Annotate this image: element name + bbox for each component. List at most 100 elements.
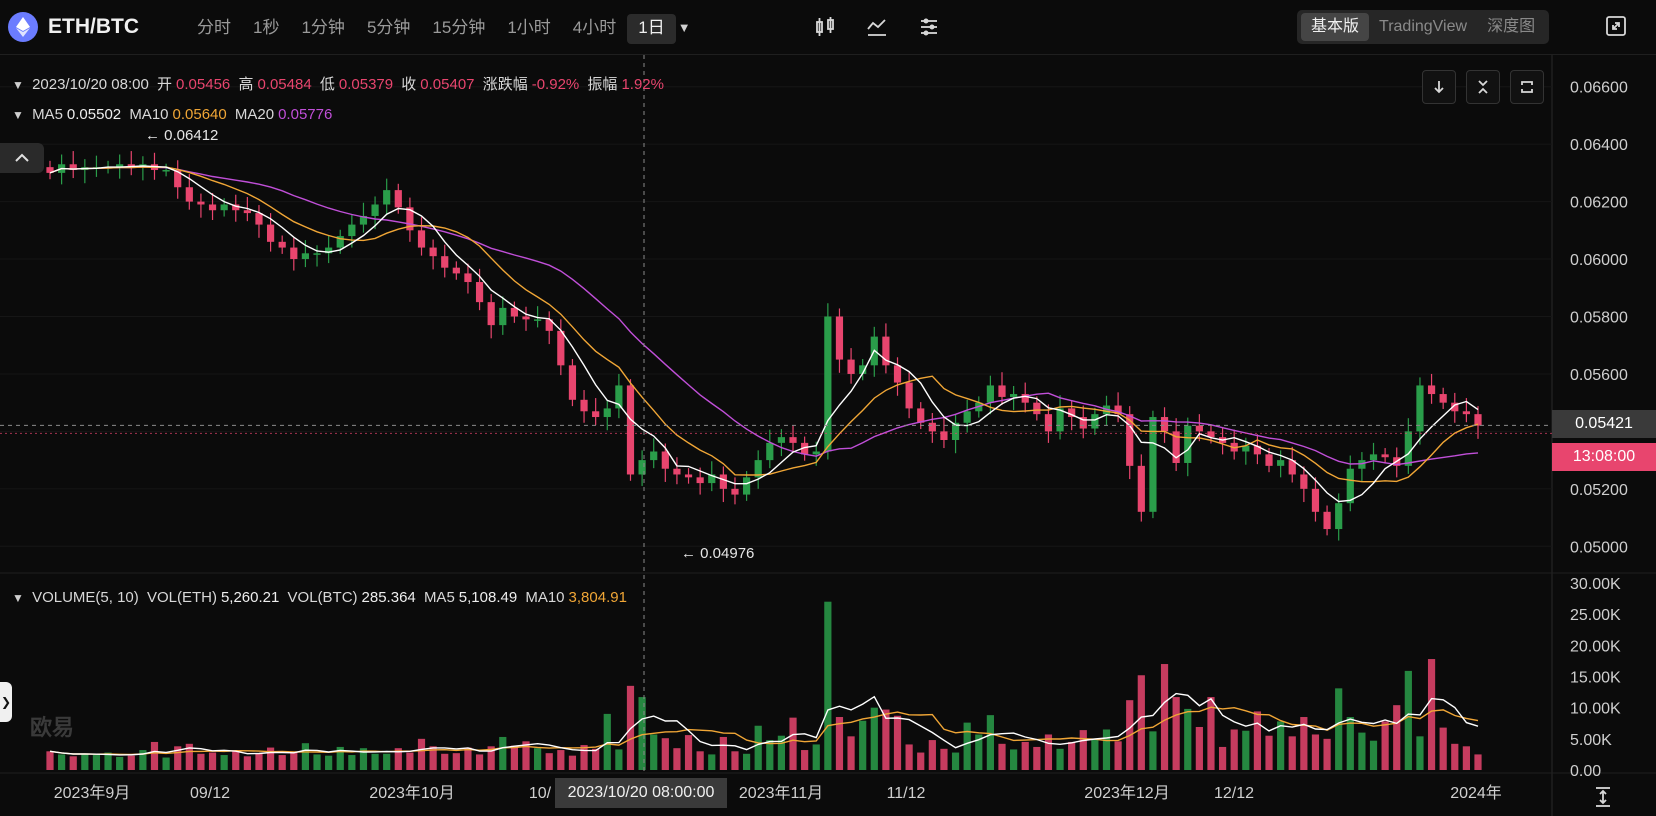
ma10-label: MA10: [129, 106, 169, 123]
candle-body: [801, 442, 809, 455]
interval-tab-5m[interactable]: 5分钟: [366, 18, 411, 37]
volume-bar: [1439, 727, 1447, 770]
interval-tab-1h[interactable]: 1小时: [507, 18, 551, 37]
collapse-ma-icon[interactable]: ▼: [12, 108, 24, 122]
volume-bar: [255, 753, 263, 770]
view-tab-basic[interactable]: 基本版: [1301, 13, 1370, 41]
candle-body: [580, 399, 588, 412]
pair-name[interactable]: ETH/BTC: [48, 15, 139, 38]
collapse-legend-icon[interactable]: ▼: [12, 78, 24, 92]
collapse-arrows-icon[interactable]: [1466, 70, 1500, 104]
reset-view-icon[interactable]: [1510, 70, 1544, 104]
ma5-value: 0.05502: [66, 106, 122, 123]
resize-vertical-icon[interactable]: [1591, 785, 1615, 809]
interval-tab-1s[interactable]: 1秒: [253, 18, 280, 37]
volume-tick-label: 0.00: [1570, 763, 1601, 780]
view-tab-tradingview[interactable]: TradingView: [1379, 18, 1468, 35]
candle-body: [1044, 414, 1053, 432]
candle-body: [406, 207, 414, 231]
vol-ma10-value: 3,804.91: [568, 589, 627, 606]
price-tick-label: 0.06600: [1570, 80, 1628, 97]
volume-tick-label: 25.00K: [1570, 607, 1621, 624]
volume-bar: [290, 751, 298, 770]
candle-body: [522, 316, 530, 320]
volume-bar: [615, 749, 623, 770]
volume-bar: [673, 748, 681, 770]
candle-body: [684, 474, 693, 478]
candle-body: [1172, 431, 1180, 463]
volume-bar: [1462, 746, 1470, 770]
watermark: 欧易: [30, 715, 74, 740]
candle-body: [394, 190, 402, 208]
interval-tab-1d[interactable]: 1日: [627, 14, 676, 44]
volume-bar: [116, 756, 124, 770]
candle-body: [371, 204, 379, 216]
interval-tab-timeline[interactable]: 分时: [197, 18, 231, 37]
volume-bar: [522, 741, 530, 770]
interval-tab-1m[interactable]: 1分钟: [301, 18, 345, 37]
candle-body: [1242, 445, 1250, 452]
fullscreen-icon[interactable]: [1605, 15, 1627, 37]
volume-bar: [1068, 741, 1076, 770]
interval-tab-4h[interactable]: 4小时: [572, 18, 617, 37]
candle-body: [986, 385, 994, 403]
candle-body: [452, 267, 460, 274]
time-tick-label: 2023年9月: [54, 784, 131, 802]
low-annotation: ← 0.04976: [681, 545, 754, 562]
candle-body: [1021, 394, 1029, 403]
candle-body: [882, 336, 890, 366]
candle-body: [348, 224, 356, 237]
volume-bar: [963, 722, 971, 770]
volume-bar: [208, 752, 217, 770]
volume-bar: [1427, 659, 1436, 770]
chevron-right-icon[interactable]: ❯: [0, 682, 12, 722]
volume-bar: [684, 735, 693, 770]
volume-bar: [348, 755, 356, 770]
eth-logo-icon: [8, 12, 38, 42]
download-icon[interactable]: [1422, 70, 1456, 104]
indicator-icon[interactable]: [864, 14, 890, 40]
collapse-volume-icon[interactable]: ▼: [12, 591, 24, 605]
candle-body: [1462, 411, 1470, 415]
ma5-label: MA5: [32, 106, 63, 123]
candle-body: [255, 213, 263, 225]
volume-tick-label: 5.00K: [1570, 732, 1612, 749]
candle-body: [626, 385, 635, 475]
time-tick-label: 10/: [529, 785, 552, 802]
vol-ma5-value: 5,108.49: [458, 589, 518, 606]
chevron-down-icon[interactable]: ▼: [677, 20, 691, 35]
candle-body: [69, 164, 77, 171]
candle-body: [266, 224, 275, 242]
change-value: -0.92%: [531, 76, 580, 93]
collapse-panel-button[interactable]: [0, 143, 44, 173]
volume-tick-label: 10.00K: [1570, 701, 1621, 718]
candle-body: [1404, 431, 1412, 466]
candle-body: [1195, 425, 1203, 432]
candle-body: [650, 451, 658, 461]
candle-body: [534, 319, 542, 321]
candle-body: [1323, 511, 1331, 530]
volume-bar: [893, 715, 902, 770]
ma20-value: 0.05776: [278, 106, 333, 123]
settings-list-icon[interactable]: [916, 14, 942, 40]
volume-bar: [592, 748, 600, 770]
volume-bar: [1346, 717, 1354, 770]
volume-bar: [371, 753, 379, 770]
chart-tools: [812, 14, 942, 40]
candle-body: [824, 316, 832, 452]
view-tab-depth[interactable]: 深度图: [1487, 18, 1536, 35]
pair-selector[interactable]: ETH/BTC: [8, 12, 139, 42]
candle-body: [928, 422, 936, 432]
kline-chart[interactable]: 0.06600 0.06400 0.06200 0.06000 0.05800 0.056…: [0, 55, 1656, 816]
volume-bar: [812, 744, 820, 770]
candle-type-icon[interactable]: [812, 14, 838, 40]
volume-bar: [197, 753, 205, 770]
candle-body: [1091, 414, 1099, 429]
candle-body: [475, 282, 484, 303]
volume-bar: [1358, 732, 1366, 770]
candle-body: [1358, 460, 1366, 469]
ma10-line: [49, 166, 1479, 483]
interval-tab-15m[interactable]: 15分钟: [432, 18, 486, 37]
time-tick-label: 2024年: [1450, 784, 1502, 802]
volume-legend: ▼ VOLUME(5, 10) VOL(ETH) 5,260.21 VOL(BTC…: [12, 589, 631, 606]
